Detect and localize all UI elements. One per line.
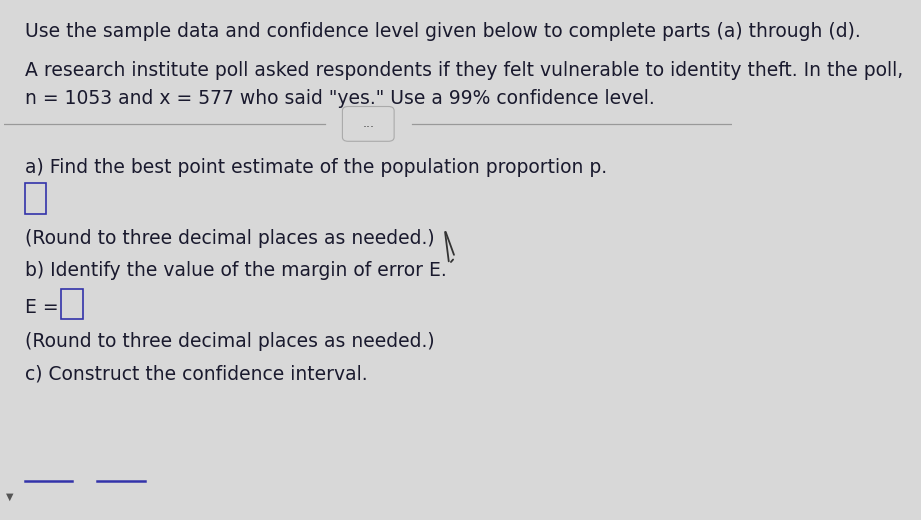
Text: E =: E = [25,298,58,317]
Text: c) Construct the confidence interval.: c) Construct the confidence interval. [25,365,367,384]
Text: a) Find the best point estimate of the population proportion p.: a) Find the best point estimate of the p… [25,158,607,177]
FancyBboxPatch shape [343,107,394,141]
Text: Use the sample data and confidence level given below to complete parts (a) throu: Use the sample data and confidence level… [25,22,860,41]
FancyBboxPatch shape [25,183,46,214]
Text: A research institute poll asked respondents if they felt vulnerable to identity : A research institute poll asked responde… [25,61,903,81]
FancyBboxPatch shape [61,289,83,319]
Text: b) Identify the value of the margin of error E.: b) Identify the value of the margin of e… [25,261,447,280]
Text: ▼: ▼ [6,491,14,501]
Text: n = 1053 and x = 577 who said "yes." Use a 99% confidence level.: n = 1053 and x = 577 who said "yes." Use… [25,88,654,108]
Text: ...: ... [362,118,374,131]
Text: (Round to three decimal places as needed.): (Round to three decimal places as needed… [25,229,434,249]
Text: (Round to three decimal places as needed.): (Round to three decimal places as needed… [25,332,434,350]
